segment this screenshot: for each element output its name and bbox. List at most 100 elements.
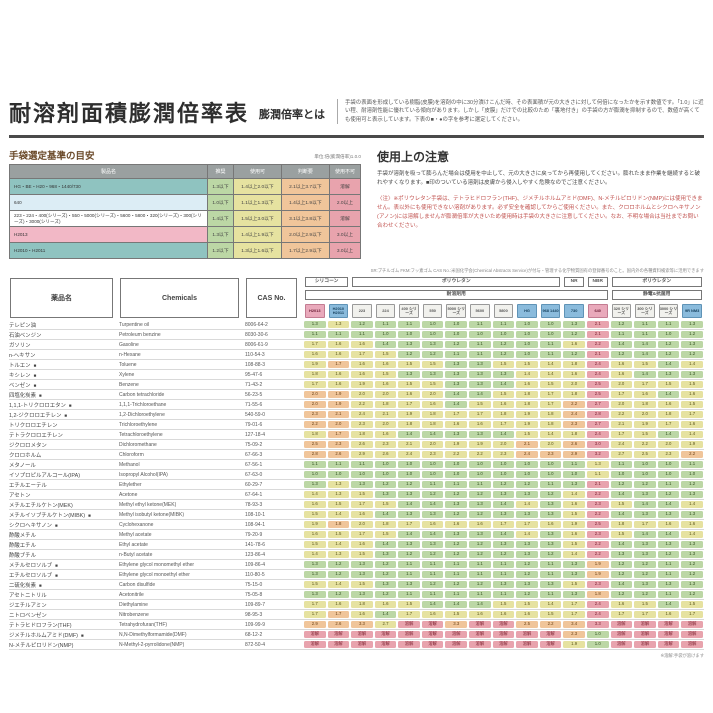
legend-threshold-cell: 1.3以上1.6以下	[233, 242, 282, 259]
swell-ratio-cell: 1.7	[634, 611, 656, 618]
swell-ratio-cell: 1.0	[610, 471, 633, 478]
swell-ratio-cell: 1.0	[421, 321, 444, 328]
swell-ratio-cell: 1.4	[445, 601, 468, 608]
swell-ratio-cell: 1.6	[657, 521, 680, 528]
swell-ratio-cell: 1.7	[398, 401, 420, 408]
swell-ratio-cell: 2.2	[586, 491, 609, 498]
swell-ratio-cell: 1.7	[327, 361, 350, 368]
swell-ratio-cell: 1.3	[539, 581, 562, 588]
swell-ratio-cell: 1.2	[610, 481, 633, 488]
swell-ratio-cell: 2.0	[374, 421, 397, 428]
swell-ratio-cell: 1.1	[586, 471, 609, 478]
cas-number: 75-05-8	[245, 590, 303, 600]
swell-ratio-cell: 1.7	[304, 381, 326, 388]
chemical-name-ja: エチルエーテル	[9, 480, 119, 490]
swell-ratio-cell: 1.0	[469, 331, 491, 338]
cas-number: 95-47-6	[245, 370, 303, 380]
swell-ratio-cell: 1.2	[327, 571, 350, 578]
chemical-name-en: Methyl acetate	[119, 530, 245, 540]
swell-ratio-cell: 2.0	[351, 521, 373, 528]
legend-threshold-cell: 2.0以上	[328, 194, 362, 211]
chemical-name-ja: N-メチルピロリドン(NMP)	[9, 640, 119, 650]
swell-ratio-cell: 1.4	[421, 601, 444, 608]
swell-ratio-cell: 1.4	[681, 431, 703, 438]
swell-ratio-cell: 溶解	[327, 631, 350, 638]
swell-ratio-cell: 1.8	[586, 591, 609, 598]
cas-no-col-header: CAS No.	[246, 278, 297, 318]
chemical-name-ja: 四塩化炭素 ■	[9, 390, 119, 400]
swell-ratio-cell: 1.1	[421, 591, 444, 598]
swell-ratio-cell: 1.2	[492, 481, 515, 488]
skin-absorption-mark-icon: ■	[38, 392, 42, 398]
swell-ratio-cell: 溶解	[327, 641, 350, 648]
swell-ratio-cell: 1.1	[610, 461, 633, 468]
swell-ratio-cell: 1.3	[445, 371, 468, 378]
table-row: N-メチルピロリドン(NMP) N-Methyl-2-pyrrolidone(NM…	[9, 640, 704, 650]
cas-number: 71-43-2	[245, 380, 303, 390]
swell-ratio-cell: 1.3	[539, 501, 562, 508]
swell-ratio-cell: 1.7	[327, 611, 350, 618]
chemical-name-ja: 1,2-ジクロロエチレン ■	[9, 410, 119, 420]
swell-ratio-cell: 1.5	[516, 431, 538, 438]
swell-ratio-cell: 1.6	[563, 531, 585, 538]
swell-ratio-cell: 1.9	[586, 571, 609, 578]
swell-ratio-cell: 1.2	[681, 571, 703, 578]
swell-ratio-cell: 1.0	[304, 471, 326, 478]
swell-ratio-cell: 1.1	[492, 561, 515, 568]
swell-ratio-cell: 1.0	[421, 331, 444, 338]
swell-ratio-cell: 1.3	[681, 321, 703, 328]
swell-ratio-cell: 1.3	[634, 491, 656, 498]
swell-ratio-cell: 2.0	[492, 441, 515, 448]
swell-ratio-cell: 1.4	[610, 581, 633, 588]
swell-ratio-cell: 1.5	[304, 511, 326, 518]
precautions-text: 手袋が溶剤を吸って膨らんだ場合は使用を中止して、元の大きさに戻ってから再使用して…	[377, 171, 701, 187]
swell-ratio-cell: 1.3	[657, 511, 680, 518]
swell-ratio-cell: 1.0	[492, 461, 515, 468]
cas-number: 872-50-4	[245, 640, 303, 650]
swell-ratio-cell: 溶解	[351, 631, 373, 638]
swell-ratio-cell: 1.0	[374, 471, 397, 478]
swell-ratio-cell: 1.2	[516, 571, 538, 578]
swell-ratio-cell: 1.0	[445, 331, 468, 338]
legend-row: H2013 1.3以下 1.4以上1.9以下 2.0以上2.9以下 3.0以上	[9, 226, 362, 243]
swell-ratio-cell: 1.1	[304, 461, 326, 468]
swell-ratio-cell: 1.1	[657, 561, 680, 568]
swell-ratio-cell: 1.3	[516, 511, 538, 518]
product-code-header: 5600	[470, 304, 490, 318]
swell-ratio-cell: 1.1	[398, 591, 420, 598]
swell-ratio-cell: 1.3	[327, 491, 350, 498]
swell-ratio-cell: 2.3	[586, 501, 609, 508]
swell-ratio-cell: 1.0	[421, 471, 444, 478]
swell-ratio-cell: 1.6	[634, 391, 656, 398]
cas-number: 8030-30-6	[245, 330, 303, 340]
swell-ratio-cell: 1.5	[374, 371, 397, 378]
swell-ratio-cell: 1.6	[351, 511, 373, 518]
swell-ratio-cell: 1.0	[516, 341, 538, 348]
swell-ratio-cell: 1.3	[681, 551, 703, 558]
swell-ratio-cell: 1.9	[681, 441, 703, 448]
swell-ratio-cell: 1.0	[539, 321, 562, 328]
swell-ratio-cell: 1.4	[398, 501, 420, 508]
swell-ratio-cell: 1.3	[351, 481, 373, 488]
legend-row: HG・BE・H20・968・1440/730 1.3以下 1.4以上2.0以下 2.1…	[9, 178, 362, 195]
swell-ratio-cell: 1.8	[374, 401, 397, 408]
cas-number: 60-29-7	[245, 480, 303, 490]
swell-ratio-cell: 1.0	[469, 461, 491, 468]
swell-ratio-cell: 1.1	[398, 571, 420, 578]
product-code-header: HG	[517, 304, 537, 318]
swell-ratio-cell: 1.2	[681, 331, 703, 338]
swell-ratio-description: 手袋の表面を形成している樹脂(皮膜)を溶剤の中に30分漬けこんだ時、その表面積が…	[337, 99, 704, 125]
swell-ratio-cell: 1.5	[634, 431, 656, 438]
swell-ratio-cell: 1.5	[374, 351, 397, 358]
swell-ratio-cell: 2.1	[374, 411, 397, 418]
swell-ratio-cell: 1.2	[492, 551, 515, 558]
swell-ratio-cell: 1.4	[374, 511, 397, 518]
swell-ratio-cell: 1.4	[327, 511, 350, 518]
chemical-name-ja: ジエチルアミン	[9, 600, 119, 610]
swell-ratio-cell: 1.3	[469, 361, 491, 368]
swell-ratio-cell: 1.3	[657, 371, 680, 378]
swell-ratio-cell: 1.1	[634, 331, 656, 338]
swell-ratio-cell: 1.7	[563, 611, 585, 618]
swell-ratio-cell: 1.4	[563, 551, 585, 558]
swell-ratio-cell: 1.8	[421, 421, 444, 428]
